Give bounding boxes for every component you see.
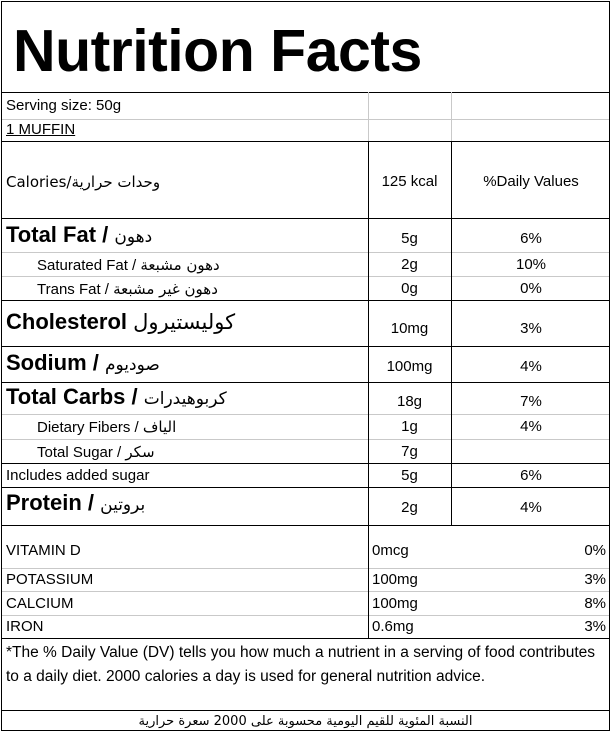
nutrient-dv: 6% [520,467,542,484]
nutrient-saturated-fat: Saturated Fat / دهون مشبعة [37,256,220,274]
vitamin-label: CALCIUM [6,595,74,612]
column-rule [451,141,452,525]
nutrient-dv: 7% [520,393,542,410]
nutrient-amount: 1g [401,418,418,435]
nutrient-dv: 4% [520,499,542,516]
nutrient-dv: 0% [520,280,542,297]
rule [2,346,609,347]
label-title: Nutrition Facts [13,18,422,84]
rule [2,615,609,616]
nutrient-cholesterol: Cholesterol كوليستيرول [6,309,236,334]
rule [2,487,609,488]
rule [2,710,609,711]
rule [2,276,609,277]
nutrient-total-fat: Total Fat / دهون [6,222,153,248]
nutrient-dv: 4% [520,358,542,375]
nutrient-total-sugar: Total Sugar / سكر [37,443,155,461]
column-rule [368,92,369,141]
vitamin-label: VITAMIN D [6,542,81,559]
nutrient-amount: 5g [401,467,418,484]
vitamin-amount: 0.6mg [372,618,414,635]
vitamin-label: IRON [6,618,44,635]
daily-values-header: %Daily Values [483,173,579,190]
nutrient-amount: 10mg [390,320,429,337]
rule [2,638,609,639]
nutrient-amount: 0g [401,280,418,297]
footnote-en: *The % Daily Value (DV) tells you how mu… [6,644,595,685]
nutrient-amount: 7g [401,443,418,460]
rule [2,300,609,301]
nutrient-dv: 3% [520,320,542,337]
rule [2,414,609,415]
vitamin-dv: 3% [584,571,606,588]
nutrient-amount: 2g [401,499,418,516]
nutrient-sodium: Sodium / صوديوم [6,350,160,376]
rule [2,92,609,93]
calories-value: 125 kcal [381,173,438,190]
nutrient-dietary-fibers: Dietary Fibers / الياف [37,418,177,436]
nutrient-added-sugar: Includes added sugar [6,467,150,484]
nutrient-amount: 5g [401,230,418,247]
vitamin-amount: 0mcg [372,542,409,559]
nutrient-dv: 4% [520,418,542,435]
calories-label: Calories/وحدات حرارية [6,173,161,191]
rule [2,141,609,142]
serving-size: Serving size: 50g [6,97,122,114]
vitamin-label: POTASSIUM [6,571,94,588]
vitamin-dv: 3% [584,618,606,635]
rule [2,591,609,592]
column-rule [451,92,452,141]
rule [2,525,609,526]
column-rule [368,141,369,525]
nutrient-dv: 10% [515,256,547,273]
rule [2,119,609,120]
rule [2,568,609,569]
nutrient-dv: 6% [520,230,542,247]
nutrient-trans-fat: Trans Fat / دهون غير مشبعة [37,280,218,298]
rule [2,463,609,464]
nutrient-amount: 18g [396,393,423,410]
rule [2,382,609,383]
footnote-ar: النسبة المئوية للقيم اليومية محسوبة على … [138,714,473,729]
vitamin-amount: 100mg [372,595,418,612]
nutrient-amount: 2g [401,256,418,273]
rule [2,252,609,253]
vitamin-dv: 0% [584,542,606,559]
nutrient-total-carbs: Total Carbs / كربوهيدرات [6,384,227,410]
vitamin-amount: 100mg [372,571,418,588]
rule [2,218,609,219]
serving-unit: 1 MUFFIN [6,121,76,138]
nutrient-protein: Protein / بروتين [6,490,146,516]
rule [2,439,609,440]
vitamin-dv: 8% [584,595,606,612]
column-rule [368,525,369,638]
nutrient-amount: 100mg [386,358,433,375]
